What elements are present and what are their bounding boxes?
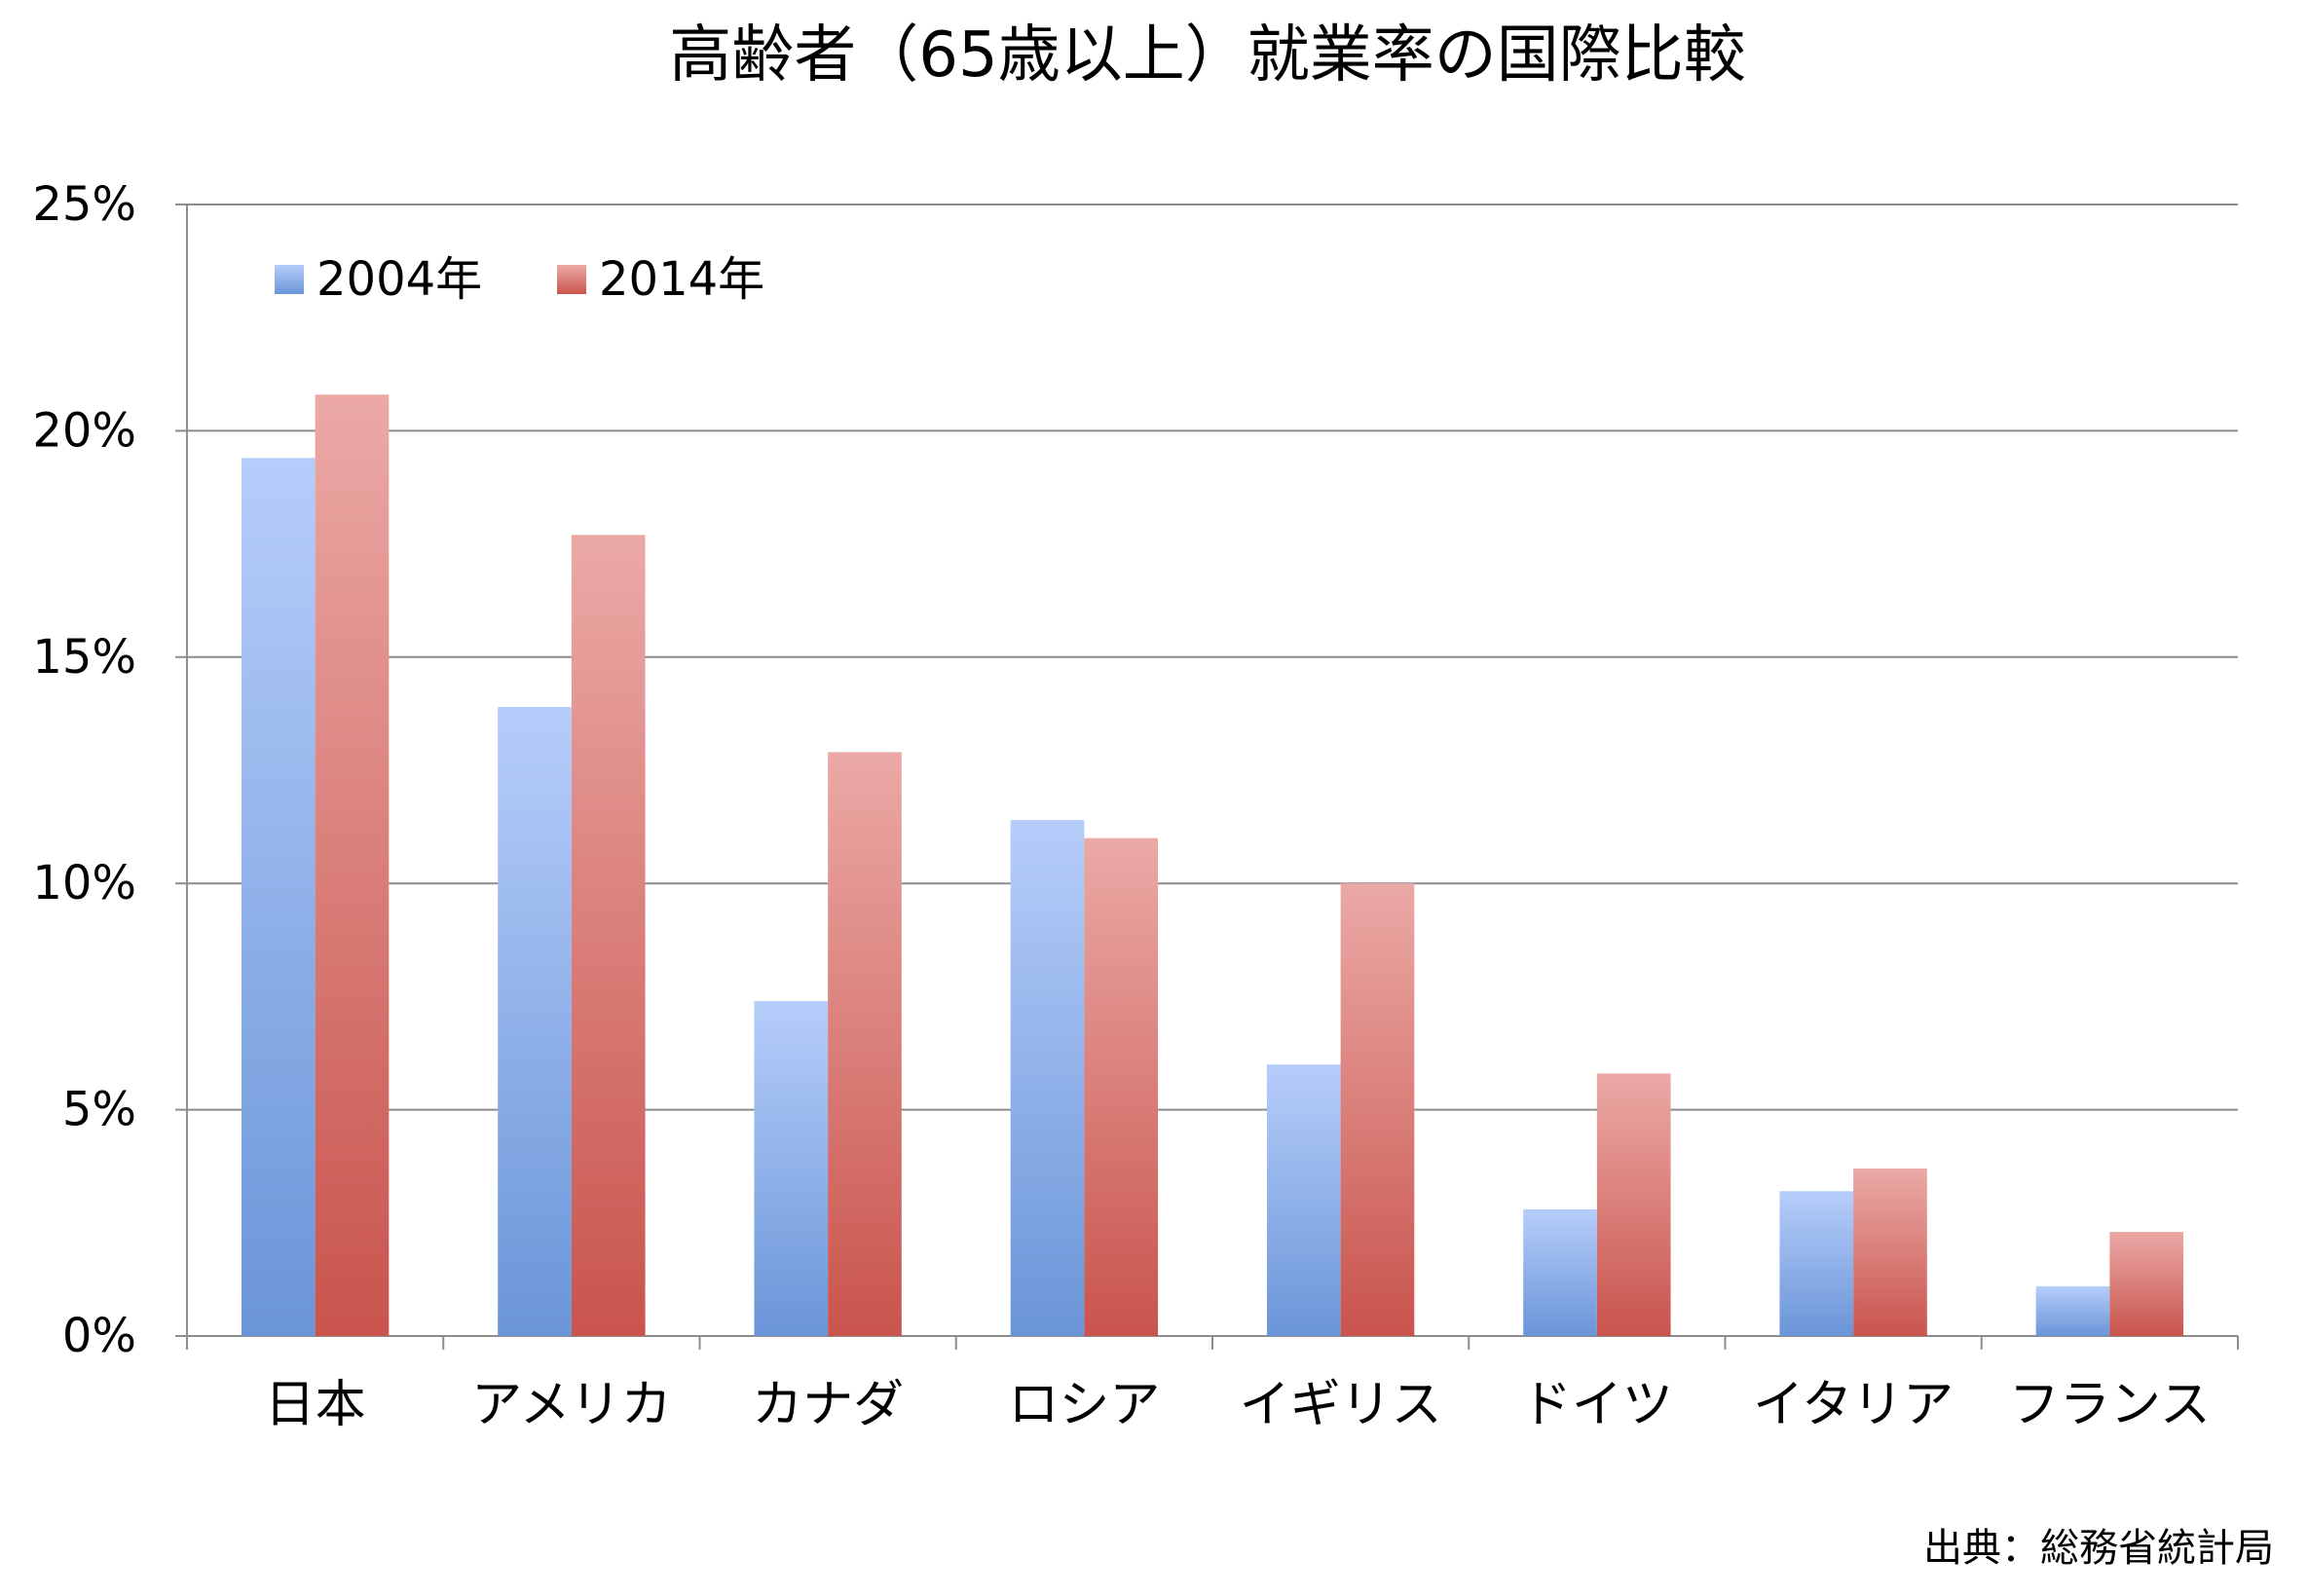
legend-label-2004: 2004年 bbox=[316, 252, 482, 307]
bar-2014-3 bbox=[828, 752, 902, 1336]
bar-2004-2 bbox=[498, 706, 572, 1336]
bar-2014-5 bbox=[1340, 883, 1415, 1336]
bar-2004-6 bbox=[1523, 1208, 1597, 1336]
bar-2004-7 bbox=[1779, 1191, 1854, 1336]
bar-2014-8 bbox=[2109, 1232, 2184, 1336]
legend: 2004年 2014年 bbox=[275, 252, 764, 307]
bars bbox=[241, 394, 2184, 1337]
bar-2014-2 bbox=[571, 535, 646, 1336]
chart-title: 高齢者（65歳以上）就業率の国際比較 bbox=[669, 19, 1745, 92]
y-axis-tick-label: 10% bbox=[32, 856, 136, 910]
x-axis-category-label: イタリア bbox=[1753, 1376, 1954, 1434]
y-axis-tick-labels: 0% 5% 10% 15% 20% 25% bbox=[32, 177, 136, 1363]
bar-2004-1 bbox=[241, 458, 316, 1337]
bar-2004-8 bbox=[2035, 1285, 2110, 1336]
bar-2014-1 bbox=[315, 394, 390, 1336]
bar-2014-7 bbox=[1853, 1169, 1927, 1336]
x-axis-category-label: フランス bbox=[2009, 1376, 2211, 1434]
x-axis-category-label: イギリス bbox=[1240, 1376, 1442, 1434]
x-axis-category-label: ドイツ bbox=[1521, 1376, 1673, 1434]
legend-swatch-2004 bbox=[275, 265, 304, 294]
x-axis-category-label: アメリカ bbox=[471, 1376, 671, 1434]
x-axis-category-label: カナダ bbox=[752, 1376, 904, 1434]
bar-2014-6 bbox=[1596, 1073, 1671, 1336]
bar-2004-5 bbox=[1266, 1064, 1341, 1336]
y-axis-tick-label: 5% bbox=[62, 1083, 136, 1137]
x-axis-category-label: 日本 bbox=[265, 1376, 366, 1434]
bar-2004-3 bbox=[754, 1001, 829, 1336]
x-axis-category-label: ロシア bbox=[1008, 1376, 1160, 1434]
gridlines bbox=[187, 204, 2238, 1111]
legend-label-2014: 2014年 bbox=[599, 252, 764, 307]
x-axis-category-labels: 日本 アメリカ カナダ ロシア イギリス ドイツ イタリア フランス bbox=[265, 1376, 2211, 1434]
source-note: 出典：総務省統計局 bbox=[1923, 1526, 2274, 1571]
legend-swatch-2014 bbox=[557, 265, 586, 294]
y-axis-tick-label: 20% bbox=[32, 403, 136, 458]
axes bbox=[175, 204, 2239, 1350]
y-axis-tick-label: 15% bbox=[32, 630, 136, 685]
y-axis-tick-label: 0% bbox=[62, 1309, 136, 1363]
y-axis-tick-label: 25% bbox=[32, 177, 136, 232]
bar-2014-4 bbox=[1084, 837, 1159, 1336]
bar-2004-4 bbox=[1010, 820, 1085, 1336]
